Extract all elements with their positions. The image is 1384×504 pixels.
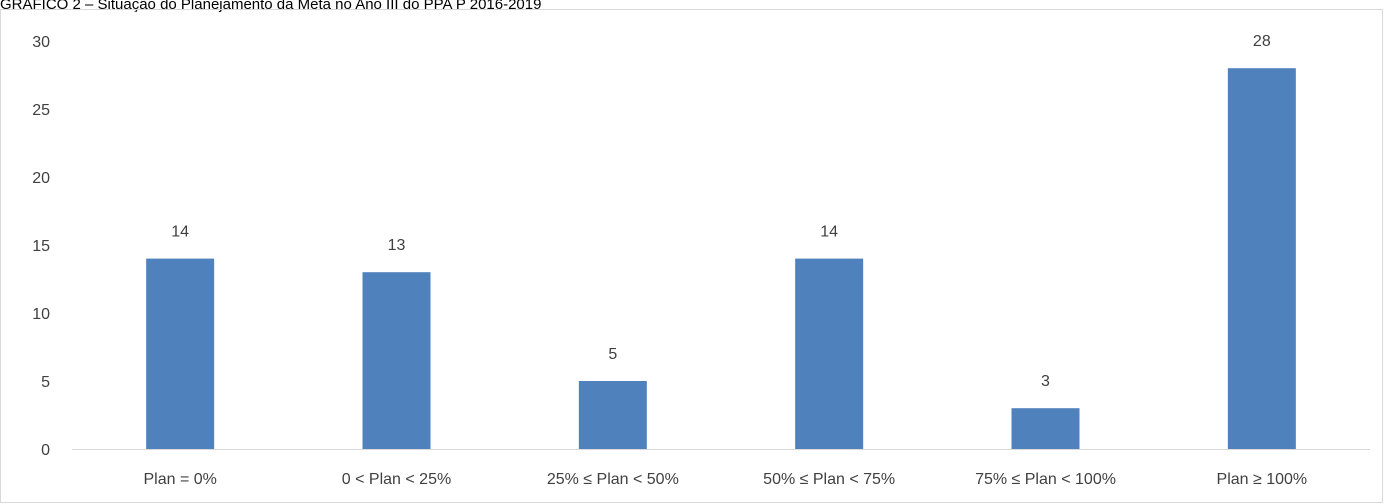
bar — [146, 258, 215, 449]
x-tick-label: Plan ≥ 100% — [1217, 471, 1308, 488]
x-tick-label: 75% ≤ Plan < 100% — [975, 471, 1116, 488]
data-label: 14 — [820, 224, 838, 241]
data-label: 14 — [171, 224, 189, 241]
x-tick-label: 25% ≤ Plan < 50% — [547, 471, 679, 488]
bar — [795, 258, 864, 449]
data-label: 5 — [608, 346, 617, 363]
bar — [1227, 68, 1296, 449]
x-tick-label: 50% ≤ Plan < 75% — [763, 471, 895, 488]
y-tick-label: 25 — [32, 102, 50, 119]
x-tick-label: 0 < Plan < 25% — [342, 471, 451, 488]
chart-frame — [0, 9, 1383, 503]
bar — [578, 381, 647, 449]
data-label: 28 — [1253, 33, 1271, 50]
bar — [1011, 408, 1080, 449]
x-tick-label: Plan = 0% — [143, 471, 216, 488]
y-tick-label: 10 — [32, 306, 50, 323]
data-label: 13 — [388, 237, 406, 254]
y-tick-label: 30 — [32, 34, 50, 51]
y-tick-label: 15 — [32, 238, 50, 255]
y-tick-label: 5 — [41, 374, 50, 391]
bar — [362, 272, 431, 449]
y-tick-label: 20 — [32, 170, 50, 187]
data-label: 3 — [1041, 373, 1050, 390]
y-tick-label: 0 — [41, 442, 50, 459]
